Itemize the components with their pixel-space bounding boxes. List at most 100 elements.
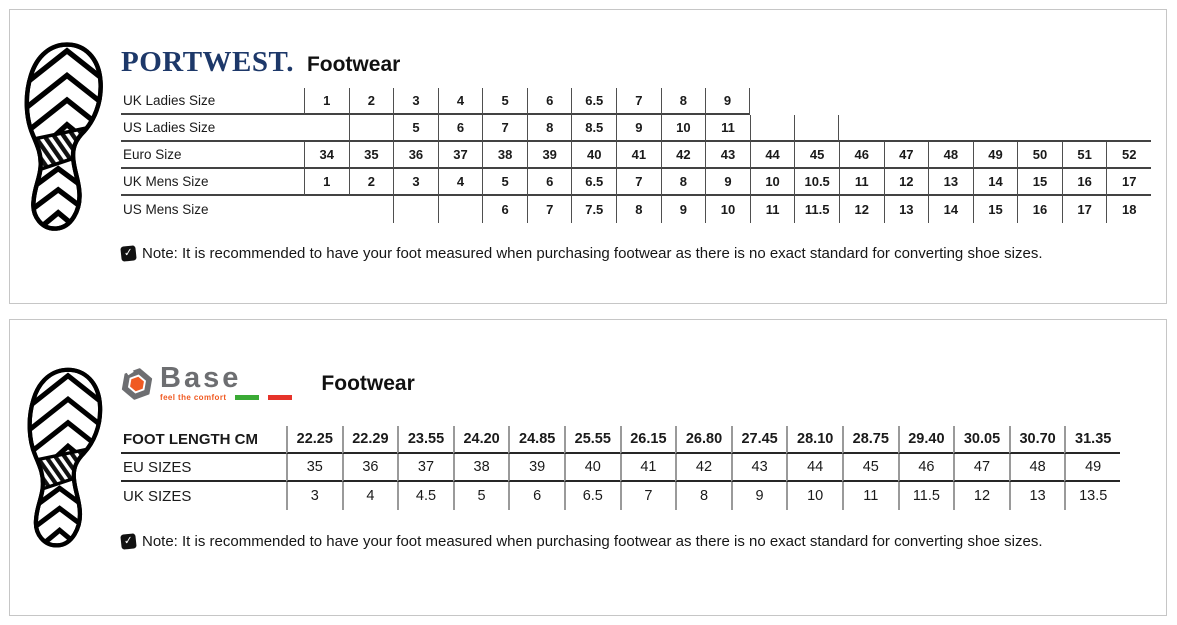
table-cell: 8: [526, 115, 572, 142]
table-cell: 9: [730, 482, 787, 510]
table-cell: 16: [1061, 169, 1107, 196]
portwest-header: PORTWEST. Footwear: [121, 46, 400, 79]
table-cell: 25.55: [563, 426, 620, 454]
table-cell: 1: [304, 88, 349, 115]
table-cell: 42: [660, 142, 706, 169]
table-cell: 46: [897, 454, 954, 482]
table-cell: [304, 196, 349, 223]
table-cell: 11.5: [897, 482, 954, 510]
table-cell: [1106, 115, 1151, 142]
table-cell: [839, 88, 884, 115]
table-cell: 5: [393, 115, 438, 142]
table-cell: 8: [616, 196, 661, 223]
table-cell: 15: [972, 196, 1018, 223]
boot-print-icon: [26, 364, 110, 552]
table-cell: 9: [660, 196, 706, 223]
table-cell: [437, 196, 483, 223]
table-cell: [972, 115, 1018, 142]
table-cell: 39: [508, 454, 564, 482]
table-cell: 11: [838, 169, 884, 196]
base-note: ✓ Note: It is recommended to have your f…: [120, 533, 1042, 550]
table-cell: 40: [563, 454, 620, 482]
table-cell: 28.75: [841, 426, 898, 454]
table-cell: 36: [393, 142, 438, 169]
row-label: Euro Size: [121, 142, 304, 169]
table-cell: [838, 115, 884, 142]
table-cell: 51: [1061, 142, 1107, 169]
table-cell: 7: [616, 88, 661, 115]
table-cell: 11: [841, 482, 898, 510]
table-cell: 35: [286, 454, 342, 482]
table-cell: 6.5: [571, 88, 617, 115]
table-cell: 2: [348, 88, 394, 115]
table-cell: 26.15: [619, 426, 676, 454]
table-cell: 7: [526, 196, 572, 223]
table-cell: [1017, 115, 1062, 142]
table-cell: 41: [619, 454, 676, 482]
table-cell: 6: [526, 88, 572, 115]
table-cell: 7: [619, 482, 676, 510]
table-cell: 10: [749, 169, 795, 196]
table-cell: 4.5: [397, 482, 453, 510]
table-cell: 11: [749, 196, 795, 223]
table-cell: 31.35: [1064, 426, 1120, 454]
table-cell: 8: [660, 169, 706, 196]
note-text: Note: It is recommended to have your foo…: [142, 245, 1043, 262]
table-cell: 5: [482, 169, 527, 196]
portwest-note: ✓ Note: It is recommended to have your f…: [120, 245, 1043, 262]
table-cell: 49: [1064, 454, 1120, 482]
table-cell: 47: [953, 454, 1009, 482]
table-cell: 14: [928, 196, 973, 223]
table-cell: 7.5: [571, 196, 616, 223]
table-cell: 22.29: [341, 426, 398, 454]
table-cell: 49: [972, 142, 1018, 169]
table-cell: [973, 88, 1018, 115]
table-cell: 3: [393, 169, 438, 196]
portwest-size-chart-panel: PORTWEST. Footwear UK Ladies Size 1 2 3 4 5 6 6…: [9, 9, 1167, 304]
table-cell: [1062, 88, 1107, 115]
portwest-size-table: UK Ladies Size 1 2 3 4 5 6 6.5 7 8 9 US Ladies Size…: [121, 88, 1151, 223]
table-cell: 35: [348, 142, 394, 169]
check-icon: ✓: [120, 533, 137, 550]
table-cell: 9: [705, 88, 750, 115]
table-cell: [928, 88, 973, 115]
table-cell: 22.25: [286, 426, 342, 454]
table-cell: 6: [437, 115, 483, 142]
base-logo: Base feel the comfort: [121, 364, 293, 402]
table-cell: [1061, 115, 1107, 142]
table-cell: 36: [341, 454, 398, 482]
table-cell: 13: [1008, 482, 1065, 510]
row-label: EU SIZES: [121, 454, 286, 482]
table-cell: 5: [452, 482, 509, 510]
base-tagline: feel the comfort: [160, 392, 227, 402]
table-cell: 8: [660, 88, 706, 115]
table-cell: 15: [1017, 169, 1062, 196]
row-label: UK Mens Size: [121, 169, 304, 196]
base-nut-icon: [121, 368, 153, 400]
table-cell: 12: [953, 482, 1009, 510]
table-cell: 2: [348, 169, 394, 196]
table-cell: 10: [660, 115, 706, 142]
table-cell: 50: [1017, 142, 1062, 169]
table-cell: 16: [1017, 196, 1062, 223]
table-cell: 28.10: [786, 426, 842, 454]
table-cell: 4: [437, 88, 483, 115]
table-cell: 9: [705, 169, 750, 196]
table-cell: 11: [705, 115, 750, 142]
portwest-product-title: Footwear: [306, 53, 401, 76]
table-cell: 44: [749, 142, 795, 169]
table-cell: 40: [571, 142, 617, 169]
table-cell: [749, 115, 795, 142]
table-cell: 14: [972, 169, 1018, 196]
table-cell: [349, 196, 394, 223]
table-cell: 3: [286, 482, 342, 510]
table-cell: 4: [341, 482, 398, 510]
table-cell: 3: [393, 88, 438, 115]
table-cell: 4: [437, 169, 483, 196]
table-cell: 34: [304, 142, 349, 169]
table-cell: [304, 115, 349, 142]
table-cell: 10: [786, 482, 842, 510]
green-flag-bar: [235, 395, 260, 401]
table-cell: [884, 88, 929, 115]
table-cell: 13: [883, 196, 929, 223]
